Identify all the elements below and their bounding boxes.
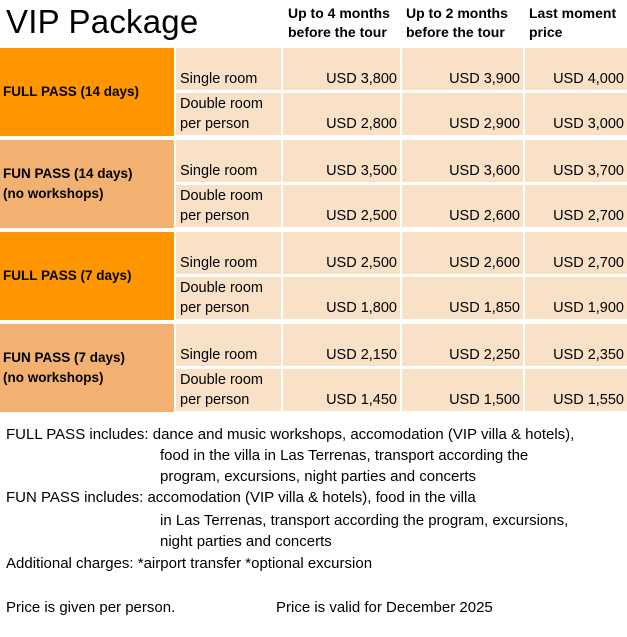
price-cell: USD 3,600 xyxy=(402,140,523,182)
price-cell: USD 2,600 xyxy=(402,232,523,274)
room-type-double: Double room per person xyxy=(176,369,281,411)
full-pass-includes-line-2: food in the villa in Las Terrenas, trans… xyxy=(160,447,529,464)
price-cell: USD 2,900 xyxy=(402,93,523,135)
price-cell: USD 1,450 xyxy=(283,369,400,411)
price-cell: USD 2,800 xyxy=(283,93,400,135)
price-cell: USD 2,700 xyxy=(525,185,627,227)
room-type-double: Double room per person xyxy=(176,277,281,319)
price-cell: USD 1,800 xyxy=(283,277,400,319)
package-label-fun-pass-14: FUN PASS (14 days) (no workshops) xyxy=(0,140,174,228)
price-cell: USD 1,550 xyxy=(525,369,627,411)
room-type-double: Double room per person xyxy=(176,185,281,227)
full-pass-includes-line-1: FULL PASS includes: dance and music work… xyxy=(6,426,575,443)
price-cell: USD 4,000 xyxy=(525,48,627,90)
package-label-full-pass-14: FULL PASS (14 days) xyxy=(0,48,174,136)
price-cell: USD 2,250 xyxy=(402,324,523,366)
room-type-double: Double room per person xyxy=(176,93,281,135)
price-cell: USD 2,150 xyxy=(283,324,400,366)
price-cell: USD 2,350 xyxy=(525,324,627,366)
price-cell: USD 1,850 xyxy=(402,277,523,319)
fun-pass-includes-line-3: night parties and concerts xyxy=(160,533,332,550)
column-header-2-months: Up to 2 months before the tour xyxy=(406,5,508,40)
price-per-person-note: Price is given per person. xyxy=(6,599,176,616)
room-type-single: Single room xyxy=(176,48,281,90)
price-cell: USD 1,900 xyxy=(525,277,627,319)
price-cell: USD 3,500 xyxy=(283,140,400,182)
additional-charges: Additional charges: *airport transfer *o… xyxy=(6,555,373,572)
package-label-full-pass-7: FULL PASS (7 days) xyxy=(0,232,174,320)
page-title: VIP Package xyxy=(6,3,199,40)
price-validity-note: Price is valid for December 2025 xyxy=(276,599,493,616)
full-pass-includes-line-3: program, excursions, night parties and c… xyxy=(160,468,476,485)
price-cell: USD 3,800 xyxy=(283,48,400,90)
price-cell: USD 3,700 xyxy=(525,140,627,182)
room-type-single: Single room xyxy=(176,232,281,274)
room-type-single: Single room xyxy=(176,324,281,366)
price-cell: USD 2,500 xyxy=(283,232,400,274)
room-type-single: Single room xyxy=(176,140,281,182)
fun-pass-includes-line-1: FUN PASS includes: accomodation (VIP vil… xyxy=(6,489,476,506)
fun-pass-includes-line-2: in Las Terrenas, transport according the… xyxy=(160,512,569,529)
package-label-fun-pass-7: FUN PASS (7 days) (no workshops) xyxy=(0,324,174,412)
column-header-last-moment: Last moment price xyxy=(529,5,617,40)
price-cell: USD 3,900 xyxy=(402,48,523,90)
column-header-4-months: Up to 4 months before the tour xyxy=(288,5,390,40)
price-cell: USD 3,000 xyxy=(525,93,627,135)
price-cell: USD 1,500 xyxy=(402,369,523,411)
price-cell: USD 2,700 xyxy=(525,232,627,274)
price-cell: USD 2,600 xyxy=(402,185,523,227)
price-cell: USD 2,500 xyxy=(283,185,400,227)
